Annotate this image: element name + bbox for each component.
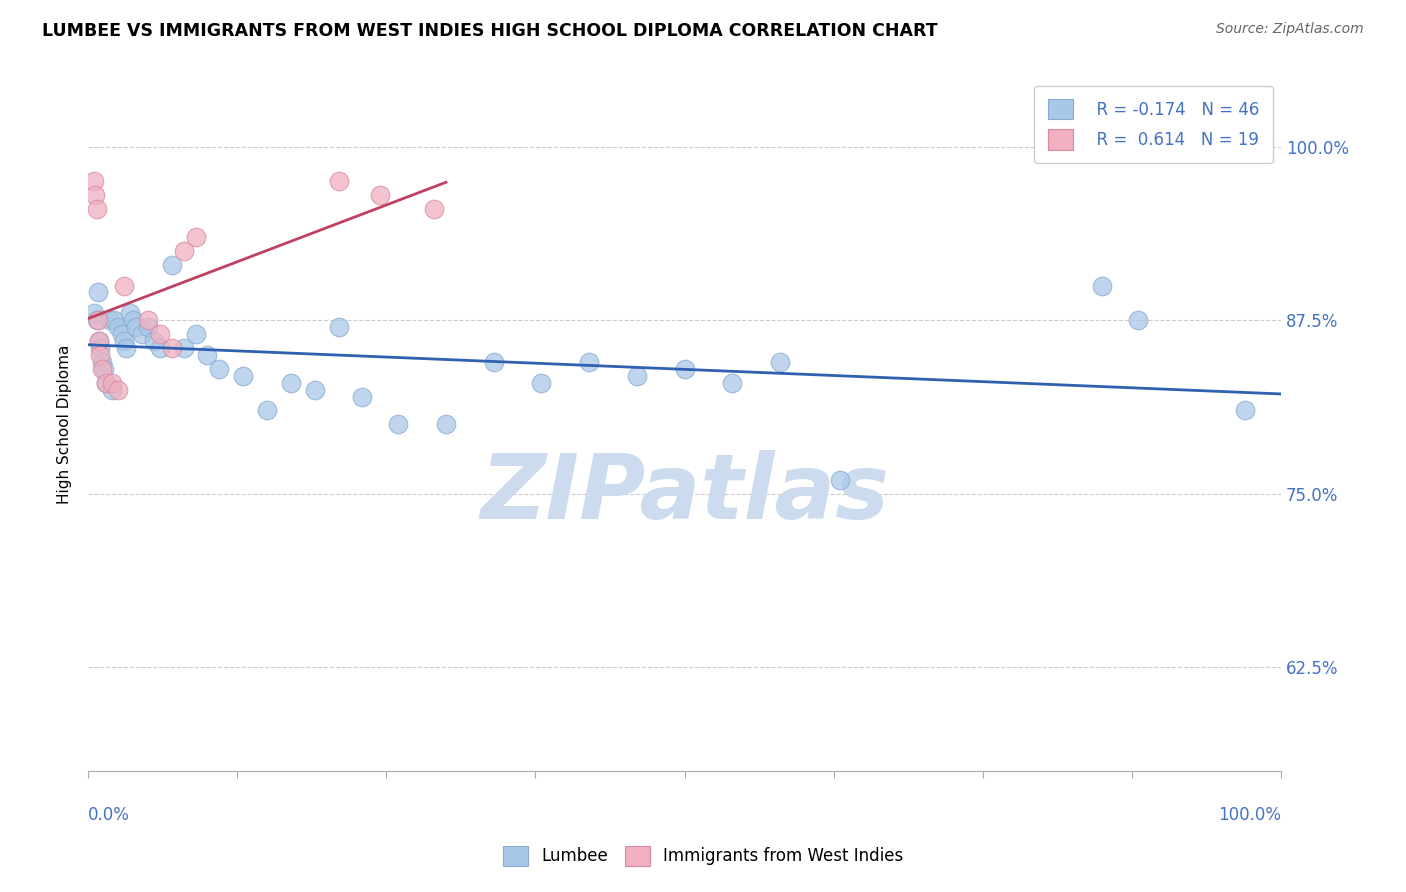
- Point: [482, 355, 505, 369]
- Text: LUMBEE VS IMMIGRANTS FROM WEST INDIES HIGH SCHOOL DIPLOMA CORRELATION CHART: LUMBEE VS IMMIGRANTS FROM WEST INDIES HI…: [42, 22, 938, 40]
- Point: [91, 355, 114, 369]
- Point: [98, 313, 121, 327]
- Legend:   R = -0.174   N = 46,   R =  0.614   N = 19: R = -0.174 N = 46, R = 0.614 N = 19: [1035, 86, 1272, 163]
- Point: [83, 174, 105, 188]
- Point: [112, 278, 135, 293]
- Point: [131, 327, 153, 342]
- Point: [115, 341, 138, 355]
- Point: [160, 258, 183, 272]
- Y-axis label: High School Diploma: High School Diploma: [58, 344, 72, 504]
- Point: [94, 376, 117, 390]
- Point: [1091, 278, 1114, 293]
- Point: [434, 417, 457, 432]
- Point: [328, 320, 350, 334]
- Point: [173, 341, 195, 355]
- Point: [86, 313, 108, 327]
- Point: [86, 313, 108, 327]
- Text: 100.0%: 100.0%: [1218, 805, 1281, 824]
- Point: [149, 341, 172, 355]
- Point: [125, 320, 148, 334]
- Text: 0.0%: 0.0%: [89, 805, 129, 824]
- Point: [1234, 403, 1257, 417]
- Point: [101, 376, 124, 390]
- Point: [173, 244, 195, 258]
- Point: [91, 361, 114, 376]
- Point: [136, 313, 159, 327]
- Point: [352, 390, 374, 404]
- Point: [94, 376, 117, 390]
- Point: [769, 355, 792, 369]
- Point: [118, 306, 141, 320]
- Point: [197, 348, 219, 362]
- Legend: Lumbee, Immigrants from West Indies: Lumbee, Immigrants from West Indies: [489, 832, 917, 880]
- Point: [328, 174, 350, 188]
- Point: [89, 348, 111, 362]
- Point: [160, 341, 183, 355]
- Point: [423, 202, 446, 217]
- Point: [107, 383, 129, 397]
- Point: [626, 368, 648, 383]
- Point: [122, 313, 145, 327]
- Point: [673, 361, 696, 376]
- Point: [93, 361, 115, 376]
- Point: [184, 230, 207, 244]
- Point: [828, 473, 851, 487]
- Point: [86, 202, 108, 217]
- Point: [208, 361, 231, 376]
- Point: [87, 334, 110, 348]
- Point: [304, 383, 326, 397]
- Point: [184, 327, 207, 342]
- Point: [142, 334, 165, 348]
- Text: Source: ZipAtlas.com: Source: ZipAtlas.com: [1216, 22, 1364, 37]
- Point: [107, 320, 129, 334]
- Point: [112, 334, 135, 348]
- Point: [232, 368, 254, 383]
- Point: [87, 334, 110, 348]
- Point: [370, 188, 392, 202]
- Point: [101, 383, 124, 397]
- Point: [387, 417, 409, 432]
- Point: [1126, 313, 1149, 327]
- Point: [84, 188, 107, 202]
- Point: [530, 376, 553, 390]
- Point: [89, 341, 111, 355]
- Point: [280, 376, 302, 390]
- Text: ZIPatlas: ZIPatlas: [479, 450, 889, 538]
- Point: [721, 376, 744, 390]
- Point: [256, 403, 278, 417]
- Point: [136, 320, 159, 334]
- Point: [110, 327, 132, 342]
- Point: [578, 355, 600, 369]
- Point: [149, 327, 172, 342]
- Point: [86, 285, 108, 300]
- Point: [83, 306, 105, 320]
- Point: [103, 313, 125, 327]
